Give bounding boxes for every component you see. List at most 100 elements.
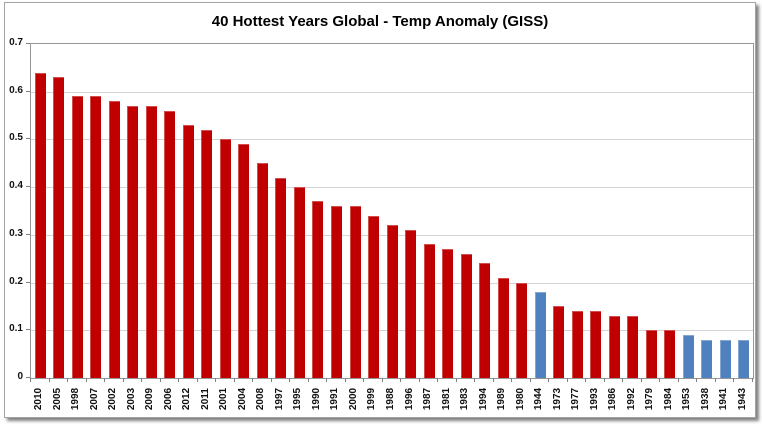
chart-frame: 40 Hottest Years Global - Temp Anomaly (… bbox=[4, 2, 756, 418]
gridline bbox=[31, 92, 753, 93]
y-axis-tick bbox=[26, 91, 30, 92]
x-axis-year-label-1987: 1987 bbox=[422, 387, 434, 411]
bar-1995 bbox=[293, 187, 305, 378]
bar-slot-1983 bbox=[457, 44, 476, 378]
bar-slot-1995 bbox=[290, 44, 309, 378]
y-axis-tick-label: 0.3 bbox=[9, 228, 23, 239]
gridline bbox=[31, 187, 753, 188]
x-axis-year-label-1983: 1983 bbox=[459, 387, 471, 411]
x-axis-year-label-2007: 2007 bbox=[88, 387, 100, 411]
y-axis-tick bbox=[26, 43, 30, 44]
bar-slot-2011 bbox=[198, 44, 217, 378]
y-axis-tick bbox=[26, 234, 30, 235]
x-axis-year-label-2011: 2011 bbox=[199, 388, 211, 410]
bar-slot-1979 bbox=[642, 44, 661, 378]
bar-slot-1973 bbox=[549, 44, 568, 378]
bar-slot-1993 bbox=[586, 44, 605, 378]
x-axis-year-label-2004: 2004 bbox=[236, 387, 248, 411]
x-axis-year-label-1994: 1994 bbox=[477, 387, 489, 411]
x-axis-year-label-2008: 2008 bbox=[255, 387, 267, 411]
x-axis-tick bbox=[567, 378, 568, 382]
bar-slot-2000 bbox=[346, 44, 365, 378]
x-axis-year-label-1996: 1996 bbox=[403, 387, 415, 411]
bar-slot-2006 bbox=[161, 44, 180, 378]
y-axis-tick bbox=[26, 329, 30, 330]
x-axis-tick bbox=[659, 378, 660, 382]
bar-slot-1987 bbox=[420, 44, 439, 378]
x-axis-tick bbox=[641, 378, 642, 382]
plot-area bbox=[30, 43, 754, 379]
bar-slot-1981 bbox=[438, 44, 457, 378]
y-axis-tick bbox=[26, 138, 30, 139]
x-axis-year-label-2002: 2002 bbox=[107, 387, 119, 411]
bar-2003 bbox=[127, 106, 139, 378]
bar-1973 bbox=[553, 306, 565, 378]
x-axis-tick bbox=[141, 378, 142, 382]
bar-1990 bbox=[312, 201, 324, 378]
x-axis-tick bbox=[548, 378, 549, 382]
bar-1983 bbox=[460, 253, 472, 378]
bar-slot-1992 bbox=[624, 44, 643, 378]
bar-2009 bbox=[145, 106, 157, 378]
x-axis-year-label-1993: 1993 bbox=[588, 387, 600, 411]
bar-2007 bbox=[90, 96, 102, 378]
x-axis-year-label-1977: 1977 bbox=[570, 387, 582, 411]
bar-2011 bbox=[201, 129, 213, 378]
x-axis-year-label-2001: 2001 bbox=[218, 387, 230, 411]
x-axis-tick bbox=[49, 378, 50, 382]
y-axis-tick-label: 0.1 bbox=[9, 323, 23, 334]
x-axis-year-label-2010: 2010 bbox=[33, 387, 45, 411]
x-axis-year-label-1953: 1953 bbox=[681, 387, 693, 411]
bar-slot-1998 bbox=[68, 44, 87, 378]
bar-slot-1941 bbox=[716, 44, 735, 378]
x-axis-year-label-1999: 1999 bbox=[366, 387, 378, 411]
x-axis-tick bbox=[252, 378, 253, 382]
x-axis-year-label-1997: 1997 bbox=[273, 387, 285, 411]
bar-slot-1984 bbox=[661, 44, 680, 378]
x-axis-year-label-1979: 1979 bbox=[644, 387, 656, 411]
y-axis-tick-label: 0.4 bbox=[9, 180, 23, 191]
x-axis-tick bbox=[696, 378, 697, 382]
x-axis-tick bbox=[530, 378, 531, 382]
x-axis-tick bbox=[104, 378, 105, 382]
x-axis-tick bbox=[197, 378, 198, 382]
x-axis-year-label-2009: 2009 bbox=[144, 387, 156, 411]
bar-slot-2004 bbox=[235, 44, 254, 378]
x-axis-tick bbox=[326, 378, 327, 382]
x-axis-tick bbox=[123, 378, 124, 382]
x-axis-tick bbox=[234, 378, 235, 382]
x-axis-tick bbox=[511, 378, 512, 382]
x-axis-tick bbox=[678, 378, 679, 382]
bar-slot-1938 bbox=[698, 44, 717, 378]
y-axis-tick bbox=[26, 377, 30, 378]
bar-slot-1977 bbox=[568, 44, 587, 378]
bars-layer bbox=[31, 44, 753, 378]
bar-slot-2008 bbox=[253, 44, 272, 378]
bar-1988 bbox=[386, 225, 398, 378]
bar-1989 bbox=[497, 277, 509, 378]
bar-2006 bbox=[164, 110, 176, 378]
x-axis-year-label-1981: 1981 bbox=[440, 387, 452, 411]
bar-slot-2012 bbox=[179, 44, 198, 378]
x-axis-tick bbox=[178, 378, 179, 382]
bar-2005 bbox=[53, 77, 65, 378]
y-axis-tick bbox=[26, 186, 30, 187]
x-axis-year-label-2006: 2006 bbox=[162, 387, 174, 411]
bar-slot-2003 bbox=[124, 44, 143, 378]
x-axis-tick bbox=[289, 378, 290, 382]
bar-1938 bbox=[701, 339, 713, 378]
x-axis-tick bbox=[160, 378, 161, 382]
x-axis-year-label-1991: 1991 bbox=[329, 387, 341, 411]
bar-slot-1986 bbox=[605, 44, 624, 378]
bar-1979 bbox=[645, 330, 657, 378]
bar-slot-1991 bbox=[327, 44, 346, 378]
bar-1992 bbox=[627, 315, 639, 378]
bar-1941 bbox=[719, 339, 731, 378]
x-axis-tick bbox=[345, 378, 346, 382]
x-axis-tick bbox=[604, 378, 605, 382]
x-axis-year-label-1941: 1941 bbox=[718, 387, 730, 411]
x-axis-tick bbox=[67, 378, 68, 382]
bar-slot-2007 bbox=[87, 44, 106, 378]
y-axis-tick-label: 0.6 bbox=[9, 85, 23, 96]
x-axis-year-label-1984: 1984 bbox=[662, 387, 674, 411]
